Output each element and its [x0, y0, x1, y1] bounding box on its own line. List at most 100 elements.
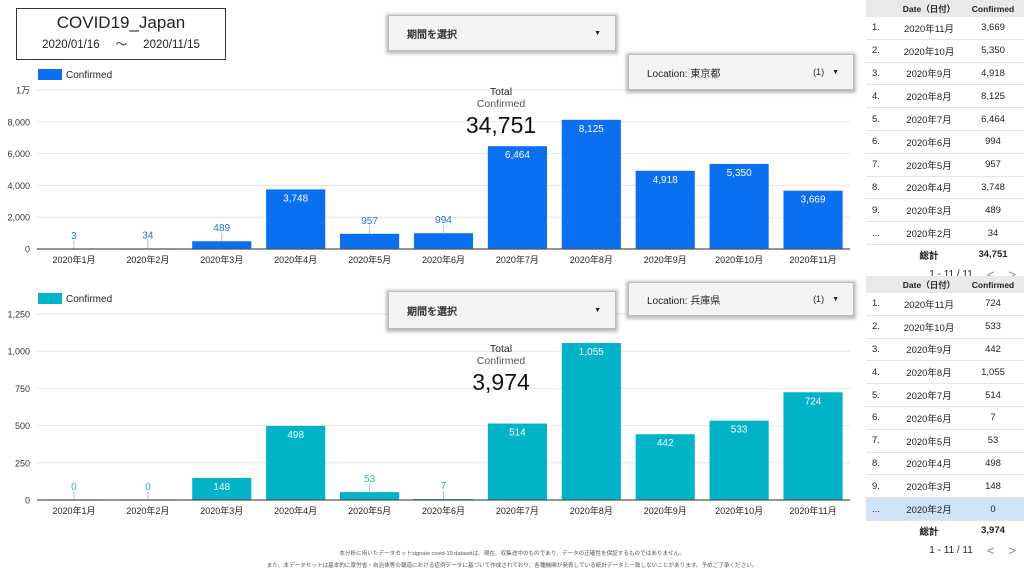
chevron-down-icon: ▼: [832, 295, 839, 303]
table-row[interactable]: 7. 2020年5月 53: [866, 430, 1024, 453]
data-label: 148: [213, 482, 230, 493]
table-row[interactable]: 2. 2020年10月 5,350: [866, 40, 1024, 63]
y-tick-label: 4,000: [7, 181, 30, 191]
table-row[interactable]: 4. 2020年8月 8,125: [866, 85, 1024, 109]
column-header[interactable]: Confirmed: [971, 279, 1015, 290]
data-label: 957: [361, 216, 378, 227]
table-row[interactable]: 5. 2020年7月 514: [866, 384, 1024, 407]
table-row[interactable]: 3. 2020年9月 442: [866, 339, 1024, 362]
table-cell: 4.: [872, 366, 880, 378]
location-filter-count: (1): [813, 67, 825, 77]
next-page-button[interactable]: >: [1008, 543, 1016, 559]
bar[interactable]: [561, 343, 621, 500]
table-cell: 7.: [872, 435, 880, 447]
column-header[interactable]: Confirmed: [971, 3, 1015, 14]
next-page-button[interactable]: >: [1008, 267, 1016, 283]
table-row[interactable]: ... 2020年2月 34: [866, 222, 1024, 245]
scorecard-label-confirmed: Confirmed: [477, 355, 526, 367]
table-cell: 533: [985, 321, 1001, 333]
bar[interactable]: [487, 146, 547, 249]
period-select-bottom[interactable]: 期間を選択 ▼: [388, 291, 616, 329]
disclaimer-line-1: 本分析に用いたデータセットsignate covid-19 datasetは、現…: [339, 551, 685, 557]
bar[interactable]: [783, 392, 843, 500]
chevron-down-icon: ▼: [594, 29, 601, 37]
location-filter-top[interactable]: Location: 東京都 (1) ▼: [628, 54, 854, 90]
x-tick-label: 2020年2月: [126, 505, 169, 516]
table-cell: ...: [872, 227, 880, 239]
data-label: 0: [145, 482, 151, 493]
x-tick-label: 2020年6月: [422, 505, 465, 516]
table-cell: 2020年4月: [906, 183, 952, 195]
table-row[interactable]: 7. 2020年5月 957: [866, 154, 1024, 177]
table-cell: 9.: [872, 480, 880, 492]
table-cell: 2020年4月: [906, 459, 952, 471]
report-title: COVID19_Japan: [56, 13, 186, 32]
table-row[interactable]: 2. 2020年10月 533: [866, 316, 1024, 339]
bar[interactable]: [487, 423, 547, 500]
y-tick-label: 1,250: [7, 310, 30, 320]
table-total-row: 総計 3,974: [866, 521, 1024, 541]
bar[interactable]: [783, 190, 843, 249]
table-row[interactable]: 6. 2020年6月 994: [866, 131, 1024, 154]
period-select-top[interactable]: 期間を選択 ▼: [388, 15, 616, 51]
table-row[interactable]: 1. 2020年11月 724: [866, 293, 1024, 316]
table-row[interactable]: 1. 2020年11月 3,669: [866, 17, 1024, 40]
bar[interactable]: [340, 233, 400, 249]
bar[interactable]: [192, 477, 252, 500]
bar[interactable]: [413, 233, 474, 249]
table-row[interactable]: 8. 2020年4月 498: [866, 453, 1024, 476]
bar[interactable]: [192, 241, 252, 249]
x-tick-label: 2020年5月: [348, 505, 391, 516]
table-row[interactable]: 5. 2020年7月 6,464: [866, 108, 1024, 131]
table-row[interactable]: ... 2020年2月 0: [866, 498, 1024, 521]
table-row[interactable]: 9. 2020年3月 148: [866, 475, 1024, 499]
table-row[interactable]: 4. 2020年8月 1,055: [866, 361, 1024, 385]
bar[interactable]: [709, 420, 769, 500]
table-cell: 7: [990, 412, 996, 424]
x-tick-label: 2020年9月: [644, 254, 687, 265]
location-filter-bottom[interactable]: Location: 兵庫県 (1) ▼: [628, 282, 854, 316]
data-label: 7: [441, 481, 447, 492]
table-cell: 9.: [872, 204, 880, 216]
bar[interactable]: [709, 163, 769, 249]
x-tick-label: 2020年1月: [52, 254, 95, 265]
table-cell: 2020年2月: [906, 229, 952, 241]
table-row[interactable]: 6. 2020年6月 7: [866, 407, 1024, 430]
table-cell: 2020年3月: [906, 206, 952, 218]
table-cell: 3.: [872, 67, 880, 79]
table-header: Date（日付） Confirmed: [866, 0, 1024, 17]
y-tick-label: 750: [15, 384, 30, 394]
table-cell: 4,918: [981, 67, 1005, 79]
table-row[interactable]: 9. 2020年3月 489: [866, 199, 1024, 223]
bar[interactable]: [340, 492, 400, 500]
table-cell: 2.: [872, 321, 880, 333]
bar[interactable]: [635, 170, 695, 249]
table-cell: 2020年3月: [906, 482, 952, 494]
table-cell: 8,125: [981, 90, 1005, 102]
bar[interactable]: [266, 189, 326, 249]
column-header[interactable]: Date（日付）: [902, 3, 956, 14]
bar[interactable]: [635, 434, 695, 500]
table-cell: 2020年8月: [906, 92, 952, 104]
bar[interactable]: [561, 119, 621, 249]
table-pagination: 1 - 11 / 11 < >: [866, 541, 1024, 561]
date-range: 2020/01/16 〜 2020/11/15: [17, 36, 225, 52]
column-header[interactable]: Date（日付）: [902, 279, 956, 290]
data-label: 3: [71, 231, 77, 242]
data-label: 3,748: [283, 193, 308, 204]
y-tick-label: 250: [15, 458, 30, 468]
table-row[interactable]: 3. 2020年9月 4,918: [866, 63, 1024, 86]
table-cell: 5,350: [981, 45, 1005, 57]
data-label: 6,464: [505, 150, 530, 161]
data-label: 1,055: [579, 347, 604, 358]
total-value: 3,974: [981, 525, 1005, 537]
prev-page-button[interactable]: <: [986, 267, 995, 283]
hyogo-data-table: Date（日付） Confirmed 1. 2020年11月 724 2. 2020年10月…: [866, 276, 1024, 561]
bar[interactable]: [266, 425, 326, 500]
y-tick-label: 1,000: [7, 347, 30, 357]
table-row[interactable]: 8. 2020年4月 3,748: [866, 177, 1024, 200]
data-label: 3,669: [801, 195, 826, 206]
table-cell: 724: [985, 298, 1001, 310]
table-cell: 489: [985, 204, 1001, 216]
prev-page-button[interactable]: <: [986, 543, 995, 559]
